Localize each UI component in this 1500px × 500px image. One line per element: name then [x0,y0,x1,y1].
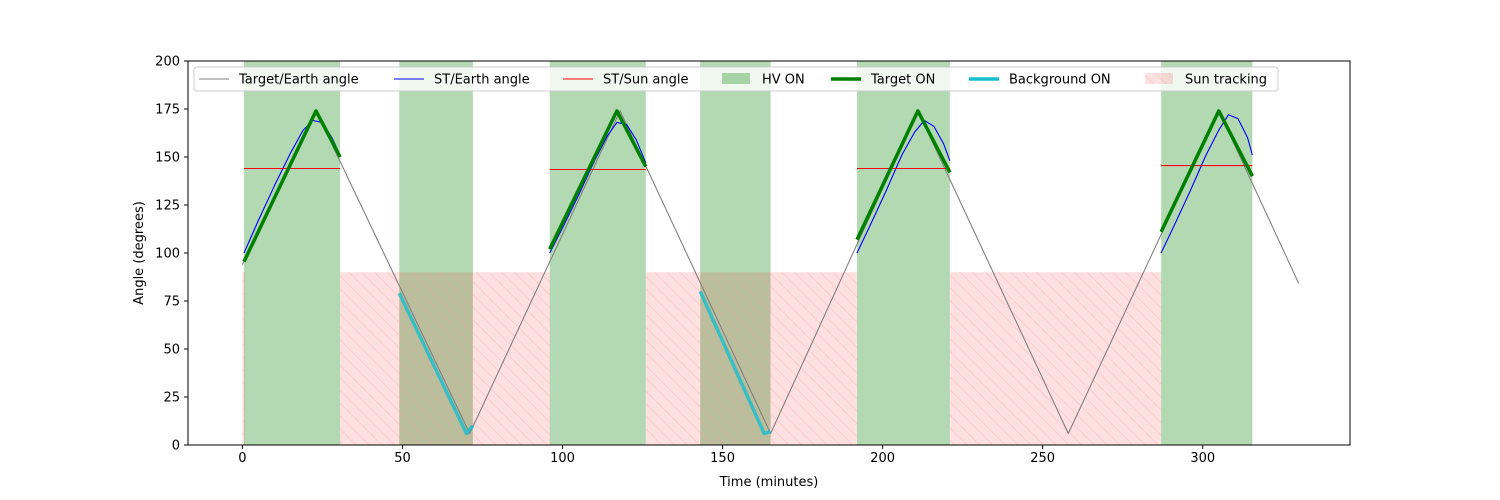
legend-swatch-hatch [1145,73,1173,84]
legend-label-target-on: Target ON [870,73,935,88]
series-st-earth-angle-line [856,119,951,254]
sun-tracking-hatch [340,272,550,445]
sun-tracking-hatch [242,272,245,445]
series-st-earth-angle-line [549,121,647,254]
series-background-on-line [698,290,772,436]
legend-label-target-earth-angle: Target/Earth angle [238,73,359,88]
x-tick-label: 150 [710,451,735,466]
x-tick-label: 250 [1030,451,1055,466]
y-tick-label: 50 [163,343,180,358]
series-background-on-line [397,292,475,436]
series-target-on-line [548,109,648,250]
y-tick-label: 25 [163,391,180,406]
y-tick-label: 175 [155,103,180,118]
legend-label-st-sun-angle: ST/Sun angle [603,73,689,88]
series-st-earth-angle-line [1160,114,1253,254]
x-tick-label: 300 [1190,451,1215,466]
y-tick-label: 100 [155,247,180,262]
series-target-on-line [242,109,342,263]
hv-on-band [857,61,950,445]
sun-tracking-hatch [645,272,858,445]
legend-label-sun-tracking: Sun tracking [1185,73,1267,88]
hv-on-band [549,61,646,445]
legend-label-hv-on: HV ON [762,73,805,88]
series-target-on-line [855,109,952,241]
x-tick-label: 50 [394,451,411,466]
legend-label-background-on: Background ON [1009,73,1111,88]
x-tick-label: 100 [550,451,575,466]
legend-swatch-hv-on [722,73,750,84]
y-tick-label: 0 [172,439,180,454]
legend-box [193,66,1279,92]
series-target-on-line [1159,109,1254,233]
x-tick-label: 200 [870,451,895,466]
y-tick-label: 75 [163,295,180,310]
legend-label-st-earth-angle: ST/Earth angle [434,73,530,88]
y-tick-label: 125 [155,199,180,214]
x-tick-label: 0 [238,451,246,466]
hv-on-band [1161,61,1253,445]
sun-tracking-hatch [949,272,1162,445]
x-axis-label: Time (minutes) [719,475,819,490]
legend: Target/Earth angle ST/Earth angle ST/Sun a… [193,66,1279,92]
y-tick-label: 150 [155,151,180,166]
y-axis-label: Angle (degrees) [132,201,147,305]
y-tick-label: 200 [155,55,180,70]
hv-on-band [244,61,341,445]
